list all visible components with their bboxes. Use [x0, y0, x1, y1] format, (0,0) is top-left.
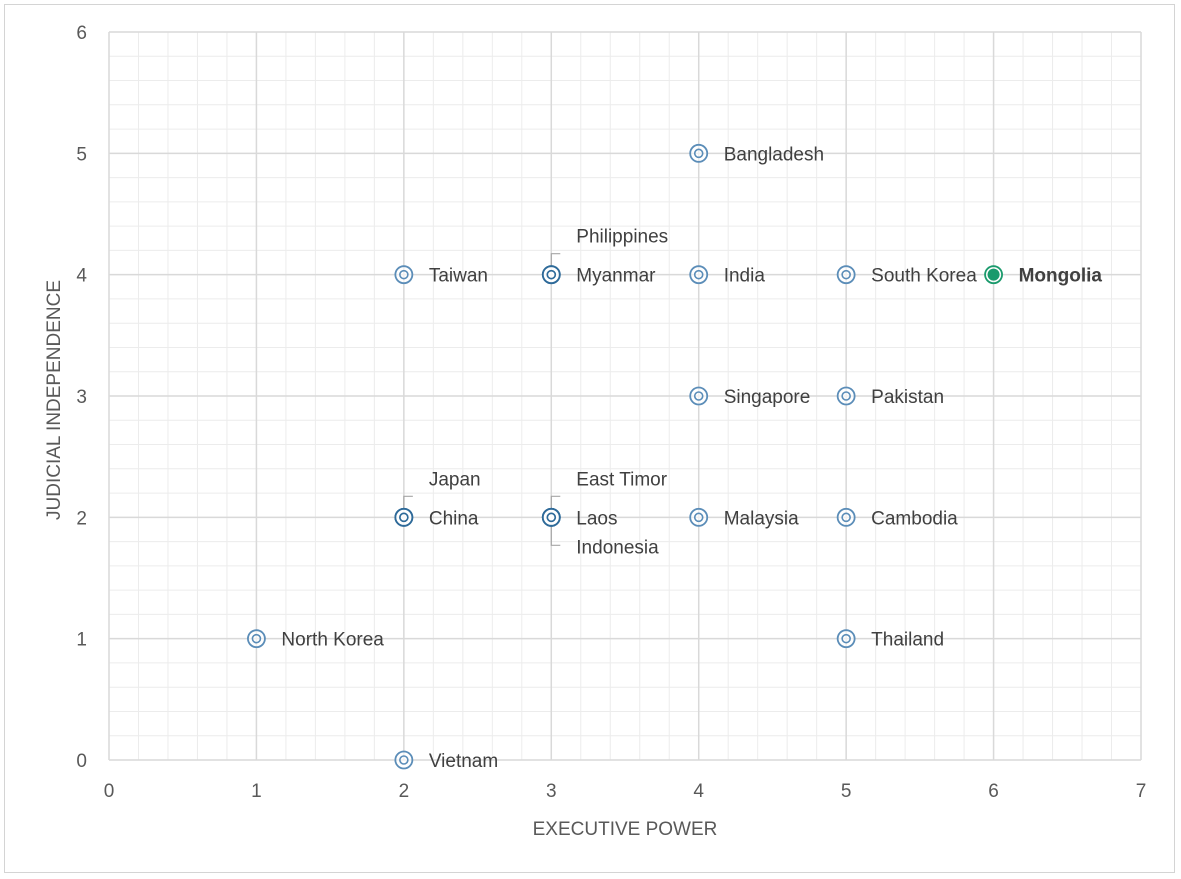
- y-tick-label: 5: [76, 144, 87, 165]
- point-label: Vietnam: [429, 751, 498, 772]
- x-tick-label: 7: [1136, 781, 1147, 802]
- point-label: Myanmar: [576, 266, 656, 287]
- x-axis-title: EXECUTIVE POWER: [533, 819, 718, 840]
- x-tick-label: 3: [546, 781, 557, 802]
- data-point: [836, 629, 856, 649]
- data-point: [541, 507, 561, 527]
- data-point: [689, 507, 709, 527]
- marker-inner-ring: [399, 755, 409, 765]
- data-point: [689, 265, 709, 285]
- point-label: North Korea: [281, 630, 384, 651]
- marker-outer-ring: [394, 507, 414, 527]
- leader-line: [550, 524, 561, 546]
- marker-core: [987, 268, 1000, 281]
- marker-outer-ring: [394, 750, 414, 770]
- point-label: China: [429, 508, 479, 529]
- chart-frame: [4, 4, 1175, 873]
- data-point: [394, 750, 414, 770]
- point-label: Laos: [576, 508, 617, 529]
- marker-outer-ring: [836, 386, 856, 406]
- marker-inner-ring: [841, 633, 851, 644]
- marker-inner-ring: [693, 148, 704, 159]
- point-label: Philippines: [576, 227, 668, 248]
- point-label: Mongolia: [1019, 266, 1103, 287]
- y-axis-ticks: 0 1 2 3 4 5 6: [76, 23, 87, 772]
- marker-outer-ring: [689, 265, 709, 285]
- marker-outer-ring: [689, 143, 709, 163]
- marker-outer-ring: [836, 265, 856, 285]
- marker-inner-ring: [546, 512, 557, 523]
- marker-outer-ring: [541, 265, 561, 285]
- marker-inner-ring: [841, 391, 851, 401]
- point-label: Thailand: [871, 630, 944, 651]
- point-label: Pakistan: [871, 387, 944, 408]
- point-label: Indonesia: [576, 537, 659, 558]
- marker-outer-ring: [247, 629, 266, 649]
- point-label: South Korea: [871, 266, 977, 287]
- data-points: [247, 143, 1003, 770]
- data-point: [836, 507, 856, 527]
- marker-inner-ring: [841, 269, 851, 280]
- point-label: India: [724, 266, 766, 287]
- marker-inner-ring: [693, 269, 704, 280]
- data-point: [689, 143, 709, 163]
- leader-line: [403, 495, 413, 511]
- point-label: East Timor: [576, 469, 667, 490]
- point-label: Cambodia: [871, 508, 958, 529]
- x-tick-label: 2: [399, 781, 410, 802]
- major-gridlines: [108, 31, 1142, 761]
- y-tick-label: 6: [76, 23, 87, 44]
- marker-inner-ring: [841, 512, 851, 523]
- data-point: [689, 386, 709, 406]
- y-tick-label: 2: [76, 508, 87, 529]
- marker-inner-ring: [546, 269, 557, 280]
- marker-outer-ring: [836, 507, 856, 527]
- data-labels: North Korea Vietnam China Japan Taiwan Laos Ea…: [281, 144, 1102, 772]
- label-leader-lines: [403, 253, 561, 546]
- point-label: Taiwan: [429, 266, 488, 287]
- x-tick-label: 5: [841, 781, 852, 802]
- x-axis-ticks: 0 1 2 3 4 5 6 7: [104, 781, 1147, 802]
- marker-outer-ring: [541, 507, 561, 527]
- marker-inner-ring: [693, 512, 704, 523]
- y-tick-label: 1: [76, 630, 87, 651]
- data-point: [394, 265, 414, 285]
- data-point: [541, 265, 561, 285]
- marker-inner-ring: [399, 512, 409, 523]
- y-axis-title: JUDICIAL INDEPENDENCE: [44, 280, 65, 520]
- marker-outer-ring: [689, 507, 709, 527]
- marker-inner-ring: [693, 391, 704, 401]
- marker-outer-ring: [836, 629, 856, 649]
- y-tick-label: 0: [76, 751, 87, 772]
- data-point: [247, 629, 266, 649]
- leader-line: [550, 253, 561, 268]
- leader-line: [550, 495, 561, 511]
- point-label: Malaysia: [724, 508, 799, 529]
- marker-inner-ring: [251, 633, 262, 644]
- point-label: Bangladesh: [724, 144, 824, 165]
- marker-inner-ring: [399, 269, 409, 280]
- data-point: [984, 265, 1003, 285]
- x-tick-label: 1: [251, 781, 262, 802]
- data-point: [836, 386, 856, 406]
- point-label: Japan: [429, 469, 481, 490]
- point-label: Singapore: [724, 387, 811, 408]
- data-point: [394, 507, 414, 527]
- y-tick-label: 4: [76, 266, 87, 287]
- x-tick-label: 4: [693, 781, 704, 802]
- x-tick-label: 6: [988, 781, 999, 802]
- marker-outer-ring: [689, 386, 709, 406]
- data-point: [836, 265, 856, 285]
- x-tick-label: 0: [104, 781, 115, 802]
- y-tick-label: 3: [76, 387, 87, 408]
- marker-outer-ring: [394, 265, 414, 285]
